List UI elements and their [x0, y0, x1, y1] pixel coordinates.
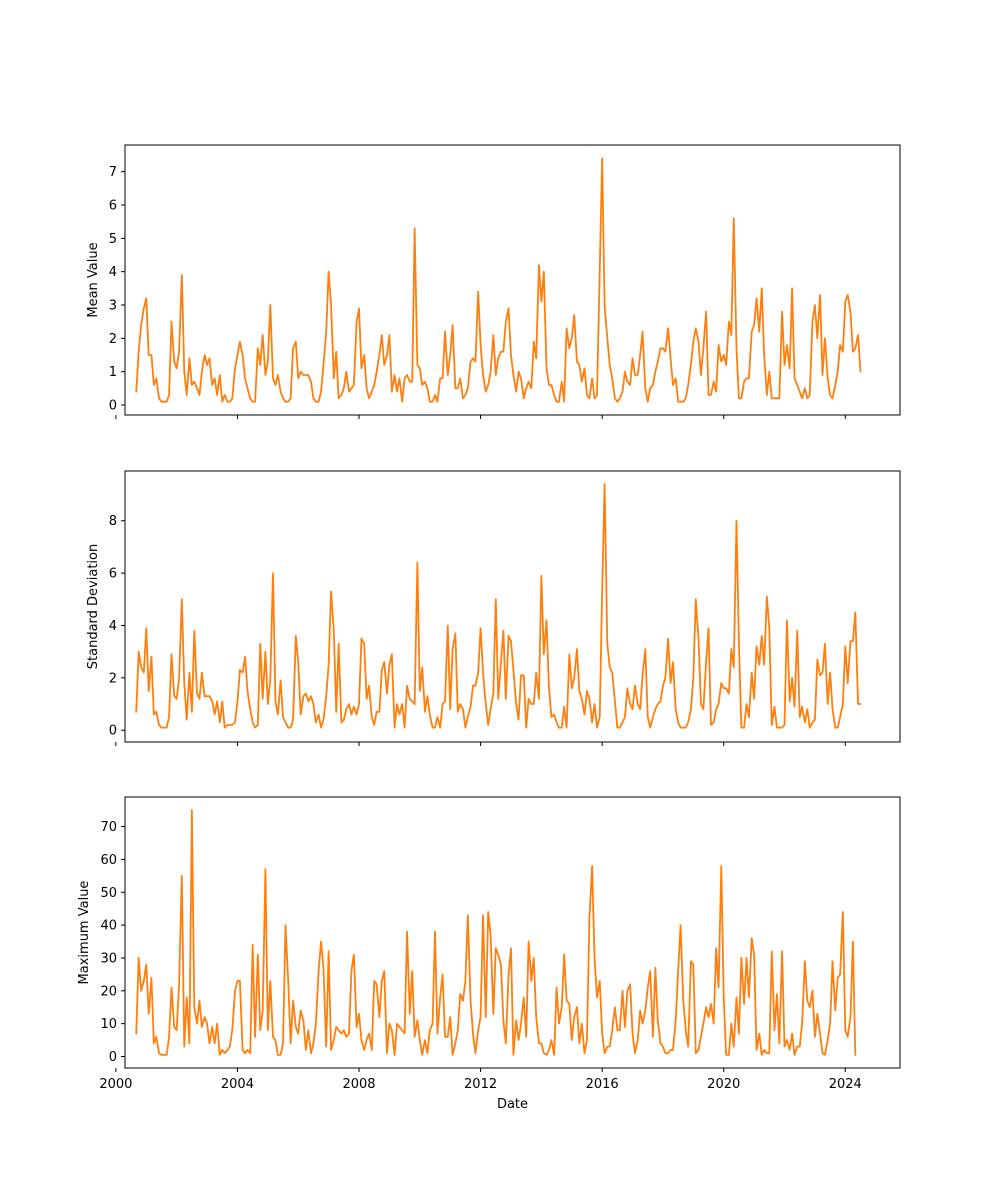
mean-value-subplot: 0 1 2 3 4 5 6 7 Mean Value	[86, 144, 901, 419]
y-axis-label: Standard Deviation	[86, 544, 101, 669]
y-tick-label: 2	[109, 671, 117, 686]
x-tick-label: 2016	[586, 1077, 619, 1092]
y-tick-label: 3	[109, 299, 117, 314]
y-tick-label: 60	[100, 853, 117, 868]
x-tick-label: 2000	[99, 1077, 132, 1092]
y-tick-label: 8	[109, 514, 117, 529]
x-tick-label: 2020	[707, 1077, 740, 1092]
axes-frame	[124, 144, 901, 416]
y-tick-label: 6	[109, 199, 117, 214]
y-tick-label: 1	[109, 365, 117, 380]
y-tick-label: 40	[100, 919, 117, 934]
y-tick-label: 5	[109, 232, 117, 247]
series-line	[135, 157, 862, 403]
x-tick-label: 2012	[464, 1077, 497, 1092]
y-tick-label: 10	[100, 1017, 117, 1032]
x-axis-label: Date	[497, 1097, 528, 1112]
y-tick-label: 0	[109, 399, 117, 414]
maximum-value-subplot: 0 10 20 30 40 50 60 70 2000 2004 2008 2012 2016 2020 2…	[77, 796, 901, 1112]
x-tick-label: 2008	[342, 1077, 375, 1092]
standard-deviation-subplot: 0 2 4 6 8 Standard Deviation	[86, 470, 901, 746]
x-tick-label: 2004	[221, 1077, 254, 1092]
y-axis-label: Maximum Value	[77, 881, 92, 985]
y-tick-label: 70	[100, 820, 117, 835]
y-tick-label: 20	[100, 984, 117, 999]
y-tick-label: 4	[109, 265, 117, 280]
y-tick-label: 6	[109, 567, 117, 582]
axes-frame	[124, 470, 901, 743]
y-tick-label: 2	[109, 332, 117, 347]
y-tick-label: 4	[109, 619, 117, 634]
axes-frame	[124, 796, 901, 1069]
x-tick-label: 2024	[829, 1077, 862, 1092]
series-line	[135, 809, 857, 1056]
y-axis-label: Mean Value	[86, 242, 101, 317]
y-tick-label: 50	[100, 886, 117, 901]
y-tick-label: 0	[109, 1050, 117, 1065]
y-tick-label: 7	[109, 165, 117, 180]
y-tick-label: 0	[109, 724, 117, 739]
series-line	[135, 483, 862, 729]
y-tick-label: 30	[100, 951, 117, 966]
